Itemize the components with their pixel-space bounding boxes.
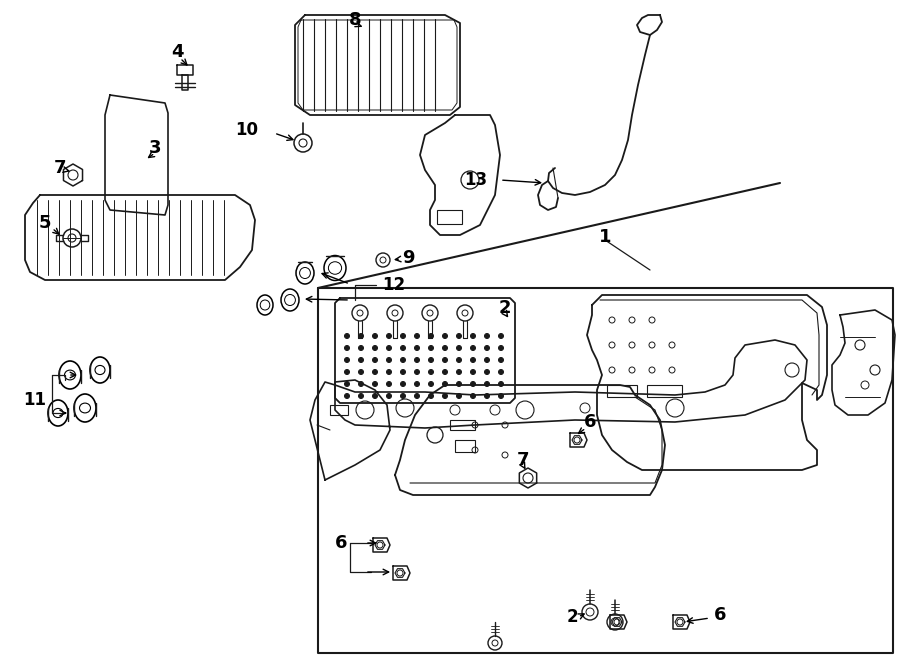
Circle shape [471, 346, 475, 350]
Circle shape [428, 369, 434, 375]
Circle shape [471, 369, 475, 375]
Circle shape [373, 346, 377, 350]
Circle shape [386, 381, 391, 387]
Circle shape [358, 381, 364, 387]
Bar [647, 385, 682, 397]
Text: 12: 12 [382, 276, 405, 294]
Text: 13: 13 [464, 171, 487, 189]
Circle shape [373, 358, 377, 362]
Circle shape [443, 369, 447, 375]
Circle shape [471, 334, 475, 338]
Circle shape [386, 393, 391, 399]
Circle shape [345, 334, 349, 338]
Circle shape [499, 346, 503, 350]
Bar [437, 210, 462, 224]
Circle shape [358, 358, 364, 362]
Circle shape [443, 393, 447, 399]
Text: 7: 7 [517, 451, 529, 469]
Circle shape [443, 358, 447, 362]
Circle shape [471, 381, 475, 387]
Circle shape [428, 358, 434, 362]
Circle shape [400, 393, 406, 399]
Circle shape [400, 381, 406, 387]
Bar [450, 420, 475, 430]
Circle shape [471, 358, 475, 362]
Circle shape [358, 334, 364, 338]
Circle shape [400, 358, 406, 362]
Text: 4: 4 [171, 43, 184, 61]
Circle shape [499, 393, 503, 399]
Circle shape [386, 346, 391, 350]
Text: 7: 7 [54, 159, 67, 177]
Bar [607, 385, 637, 397]
Circle shape [443, 334, 447, 338]
Circle shape [386, 334, 391, 338]
Circle shape [471, 393, 475, 399]
Circle shape [499, 334, 503, 338]
Circle shape [428, 393, 434, 399]
Circle shape [484, 346, 490, 350]
Circle shape [415, 346, 419, 350]
Circle shape [415, 334, 419, 338]
Circle shape [345, 369, 349, 375]
Circle shape [428, 346, 434, 350]
Text: 11: 11 [23, 391, 47, 409]
Circle shape [443, 381, 447, 387]
Circle shape [386, 369, 391, 375]
Circle shape [386, 358, 391, 362]
Circle shape [345, 393, 349, 399]
Circle shape [415, 369, 419, 375]
Circle shape [456, 393, 462, 399]
Text: 8: 8 [348, 11, 361, 29]
Circle shape [373, 381, 377, 387]
Text: 6: 6 [714, 606, 726, 624]
Text: 5: 5 [39, 214, 51, 232]
Circle shape [400, 346, 406, 350]
Circle shape [443, 346, 447, 350]
Circle shape [400, 369, 406, 375]
Circle shape [484, 369, 490, 375]
Text: 2: 2 [566, 608, 578, 626]
Circle shape [499, 358, 503, 362]
Circle shape [456, 369, 462, 375]
Circle shape [358, 393, 364, 399]
Text: 6: 6 [584, 413, 596, 431]
Circle shape [415, 358, 419, 362]
Circle shape [415, 381, 419, 387]
Text: 2: 2 [499, 299, 511, 317]
Circle shape [400, 334, 406, 338]
Circle shape [428, 334, 434, 338]
Text: 9: 9 [401, 249, 414, 267]
Circle shape [456, 358, 462, 362]
Text: 6: 6 [335, 534, 347, 552]
Circle shape [484, 393, 490, 399]
Circle shape [373, 393, 377, 399]
Circle shape [456, 381, 462, 387]
Text: 1: 1 [598, 228, 611, 246]
Circle shape [345, 346, 349, 350]
Bar [330, 405, 348, 415]
Circle shape [358, 369, 364, 375]
Circle shape [373, 334, 377, 338]
Circle shape [456, 346, 462, 350]
Circle shape [484, 381, 490, 387]
Text: 3: 3 [148, 139, 161, 157]
Circle shape [428, 381, 434, 387]
Circle shape [484, 358, 490, 362]
Circle shape [358, 346, 364, 350]
Circle shape [415, 393, 419, 399]
Circle shape [345, 358, 349, 362]
Circle shape [499, 381, 503, 387]
Circle shape [373, 369, 377, 375]
Circle shape [456, 334, 462, 338]
Circle shape [484, 334, 490, 338]
Text: 10: 10 [235, 121, 258, 139]
Circle shape [499, 369, 503, 375]
Bar [455, 440, 475, 452]
Circle shape [345, 381, 349, 387]
